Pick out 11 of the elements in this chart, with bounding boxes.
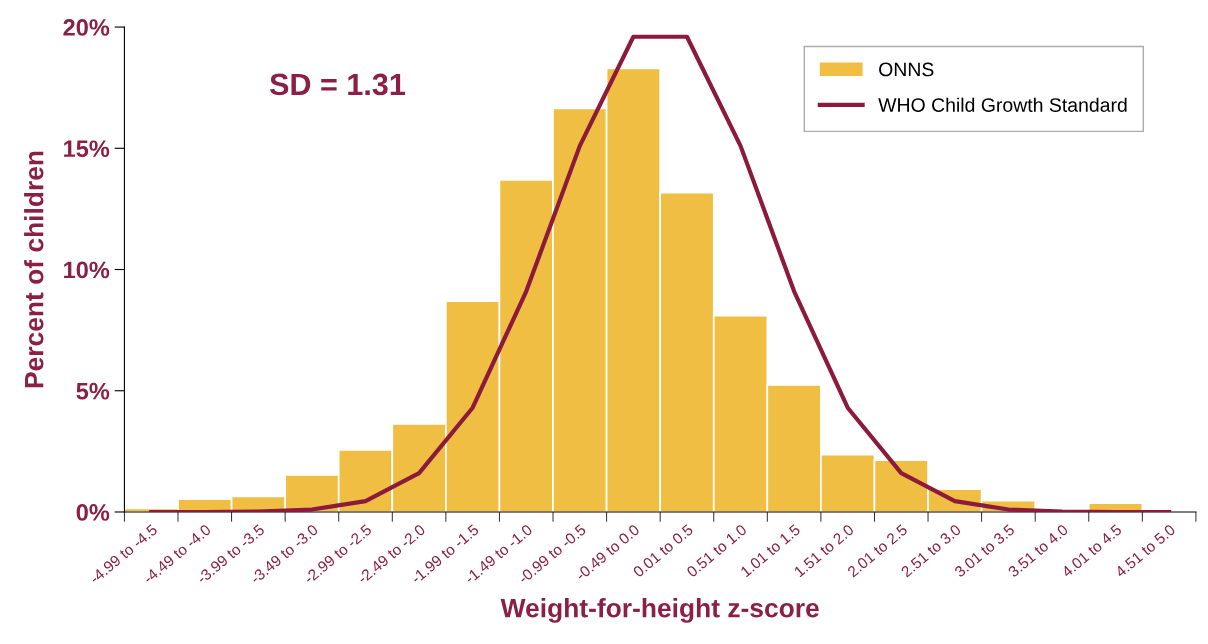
- y-tick-label: 20%: [63, 19, 110, 36]
- y-tick-label: 0%: [76, 504, 110, 521]
- legend-label: WHO Child Growth Standard: [878, 97, 1127, 112]
- annotation: SD = 1.31: [269, 73, 405, 96]
- y-tick-label: 5%: [76, 382, 110, 400]
- line-series: [149, 34, 1172, 512]
- y-tick-label: 15%: [64, 140, 110, 158]
- x-axis-title: Weight-for-height z-score: [500, 598, 819, 623]
- y-axis-title: Percent of children: [24, 151, 44, 388]
- y-tick-label: 10%: [64, 261, 110, 279]
- legend-label: ONNS: [879, 62, 934, 77]
